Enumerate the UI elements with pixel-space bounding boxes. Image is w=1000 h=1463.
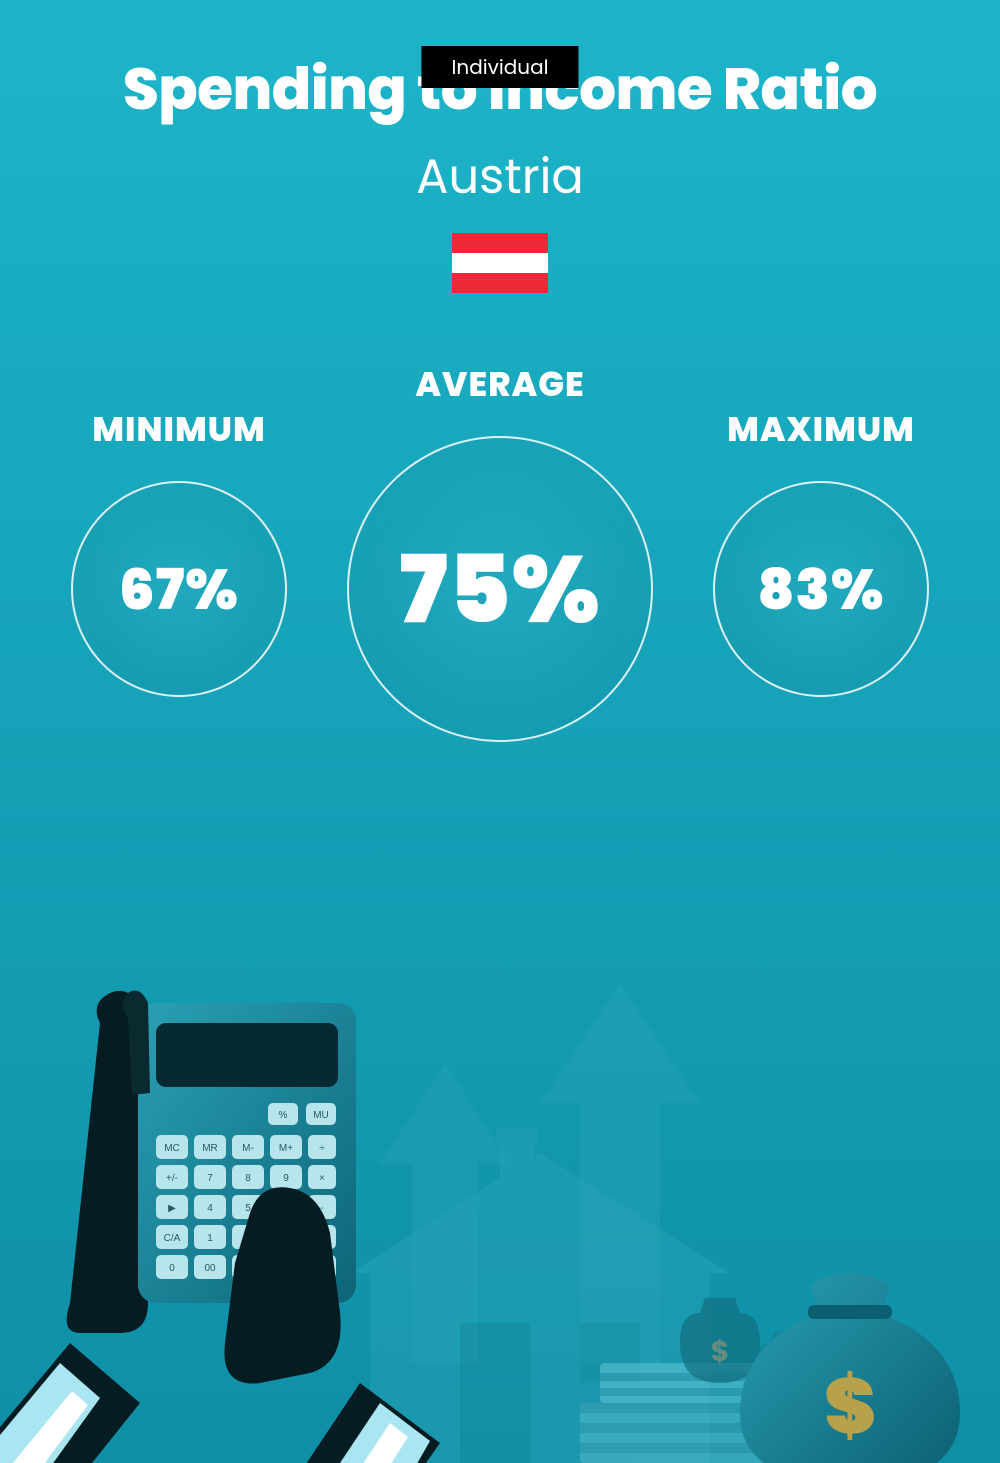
flag-stripe-middle [452,253,548,273]
country-flag-icon [452,233,548,293]
stats-row: MINIMUM 67% AVERAGE 75% MAXIMUM 83% [0,359,1000,742]
svg-text:+/-: +/- [166,1173,178,1184]
stat-average-value: 75% [399,519,600,660]
stat-maximum-value: 83% [758,547,885,632]
svg-text:M+: M+ [279,1143,293,1154]
flag-stripe-top [452,233,548,253]
svg-text:9: 9 [283,1173,289,1184]
stat-average-circle: 75% [347,436,653,742]
stat-maximum-circle: 83% [713,481,929,697]
flag-stripe-bottom [452,273,548,293]
stat-average: AVERAGE 75% [347,359,653,742]
stat-minimum: MINIMUM 67% [71,404,287,697]
svg-text:$: $ [711,1332,729,1371]
stat-maximum-label: MAXIMUM [727,404,915,455]
svg-text:M-: M- [242,1143,254,1154]
svg-text:7: 7 [207,1173,213,1184]
stat-minimum-label: MINIMUM [92,404,266,455]
svg-text:C/A: C/A [164,1233,181,1244]
svg-text:▶: ▶ [168,1203,176,1214]
svg-text:MU: MU [313,1110,329,1121]
svg-text:0: 0 [169,1263,175,1274]
svg-text:÷: ÷ [319,1143,325,1154]
tag-label: Individual [451,53,548,81]
svg-text:1: 1 [207,1233,213,1244]
stat-minimum-value: 67% [119,547,239,632]
finance-illustration: $ $ [0,843,1000,1463]
svg-text:4: 4 [207,1203,213,1214]
stat-average-label: AVERAGE [415,359,584,410]
country-name: Austria [0,141,1000,213]
svg-text:×: × [319,1173,325,1184]
money-bag-large-icon: $ [740,1273,960,1463]
category-tag: Individual [421,46,578,88]
svg-text:MR: MR [202,1143,218,1154]
svg-text:8: 8 [245,1173,251,1184]
stat-maximum: MAXIMUM 83% [713,404,929,697]
svg-text:$: $ [824,1352,876,1461]
svg-text:MC: MC [164,1143,180,1154]
svg-text:%: % [279,1110,288,1121]
svg-text:00: 00 [204,1263,216,1274]
stat-minimum-circle: 67% [71,481,287,697]
